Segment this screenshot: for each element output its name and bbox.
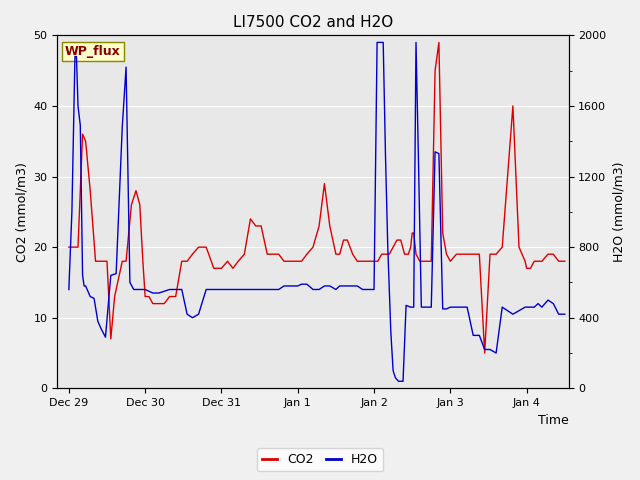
Line: CO2: CO2 — [69, 42, 564, 353]
CO2 — [435, 39, 443, 45]
H2O — [65, 287, 73, 292]
CO2 — [424, 258, 431, 264]
Legend: CO2, H2O: CO2, H2O — [257, 448, 383, 471]
Line: H2O: H2O — [69, 42, 564, 381]
CO2 — [69, 244, 77, 250]
Y-axis label: CO2 (mmol/m3): CO2 (mmol/m3) — [15, 162, 28, 262]
X-axis label: Time: Time — [538, 414, 568, 427]
H2O — [178, 287, 186, 292]
CO2 — [420, 258, 428, 264]
H2O — [373, 39, 381, 45]
Text: WP_flux: WP_flux — [65, 45, 121, 58]
CO2 — [298, 258, 305, 264]
H2O — [257, 287, 265, 292]
H2O — [102, 334, 109, 340]
CO2 — [65, 244, 73, 250]
H2O — [395, 378, 403, 384]
H2O — [435, 151, 443, 156]
Title: LI7500 CO2 and H2O: LI7500 CO2 and H2O — [233, 15, 393, 30]
CO2 — [275, 252, 282, 257]
H2O — [561, 312, 568, 317]
CO2 — [481, 350, 488, 356]
H2O — [389, 368, 397, 373]
H2O — [183, 312, 191, 317]
CO2 — [561, 258, 568, 264]
Y-axis label: H2O (mmol/m3): H2O (mmol/m3) — [612, 162, 625, 262]
CO2 — [132, 188, 140, 193]
